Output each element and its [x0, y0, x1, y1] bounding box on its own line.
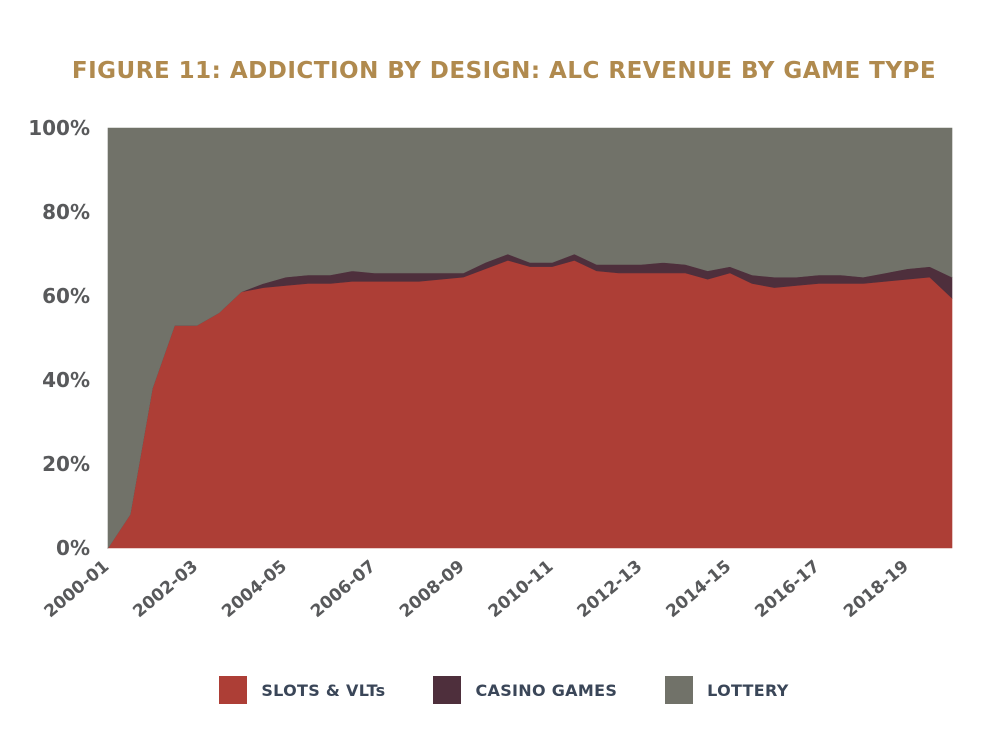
y-tick-label: 80%: [42, 200, 90, 224]
x-tick-label: 2006-07: [307, 557, 380, 622]
x-tick-label: 2008-09: [396, 557, 469, 622]
legend: SLOTS & VLTs CASINO GAMES LOTTERY: [0, 676, 1008, 704]
x-axis: 2000-01 2002-03 2004-05 2006-07 2008-09 2010-…: [41, 557, 913, 622]
area-lottery: [107, 127, 953, 549]
x-tick-label: 2010-11: [485, 557, 558, 622]
y-tick-label: 20%: [42, 452, 90, 476]
legend-label-casino: CASINO GAMES: [475, 680, 618, 700]
y-tick-label: 100%: [28, 116, 90, 140]
legend-swatch-casino: [433, 676, 462, 704]
x-tick-label: 2012-13: [574, 557, 647, 622]
x-tick-label: 2014-15: [662, 557, 735, 622]
legend-label-slots: SLOTS & VLTs: [261, 680, 386, 700]
x-tick-label: 2004-05: [218, 557, 291, 622]
y-tick-label: 60%: [42, 284, 90, 308]
chart-title: FIGURE 11: ADDICTION BY DESIGN: ALC REVE…: [71, 58, 937, 84]
x-tick-label: 2016-17: [751, 557, 824, 622]
legend-swatch-lottery: [665, 676, 694, 704]
x-tick-label: 2018-19: [840, 557, 913, 622]
legend-item-lottery: LOTTERY: [665, 676, 788, 704]
x-tick-label: 2002-03: [129, 557, 202, 622]
area-slots-vlts: [107, 259, 953, 549]
legend-swatch-slots: [219, 676, 248, 704]
chart-areas: [107, 127, 953, 549]
y-tick-label: 40%: [42, 368, 90, 392]
x-tick-label: 2000-01: [41, 557, 114, 622]
y-tick-label: 0%: [56, 536, 90, 560]
legend-label-lottery: LOTTERY: [707, 680, 789, 700]
y-axis: 0% 20% 40% 60% 80% 100%: [28, 116, 90, 560]
legend-item-slots: SLOTS & VLTs: [219, 676, 385, 704]
legend-item-casino: CASINO GAMES: [433, 676, 617, 704]
